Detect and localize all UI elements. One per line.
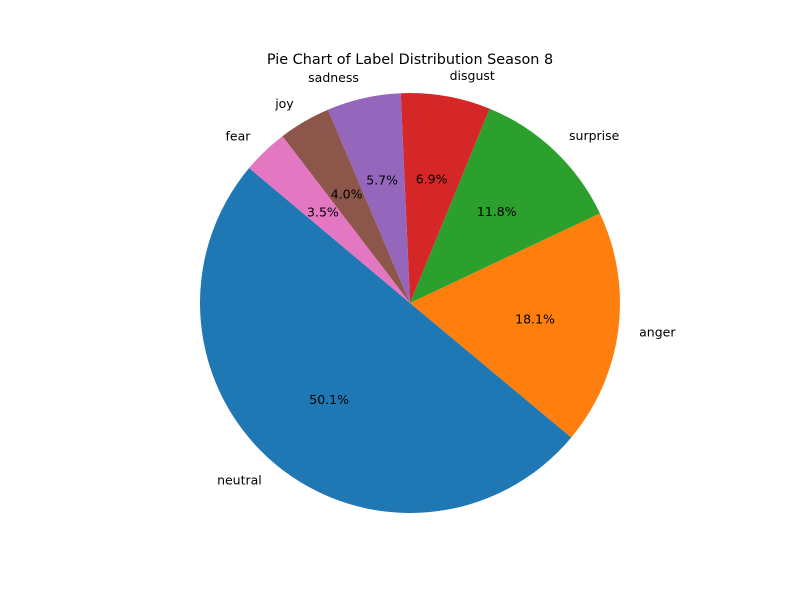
pct-label-anger: 18.1%	[515, 311, 555, 326]
pie-slice-disgust	[400, 93, 490, 303]
slice-label-joy: joy	[274, 96, 294, 111]
pie-slice-anger	[410, 213, 621, 438]
slice-label-sadness: sadness	[308, 70, 359, 85]
pct-label-joy: 4.0%	[331, 187, 363, 202]
pct-label-surprise: 11.8%	[477, 204, 517, 219]
pct-label-sadness: 5.7%	[366, 173, 398, 188]
pie-slices	[199, 93, 621, 514]
chart-title: Pie Chart of Label Distribution Season 8	[267, 52, 553, 68]
pct-label-fear: 3.5%	[307, 204, 339, 219]
pie-slice-fear	[249, 136, 410, 303]
pie-slice-joy	[282, 109, 410, 303]
slice-label-anger: anger	[639, 325, 676, 340]
pct-label-neutral: 50.1%	[309, 392, 349, 407]
slice-label-fear: fear	[225, 129, 251, 144]
pie-slice-neutral	[199, 168, 572, 514]
pie-slice-sadness	[327, 93, 410, 304]
slice-label-neutral: neutral	[217, 473, 262, 488]
slice-label-disgust: disgust	[450, 68, 495, 83]
pie-slice-surprise	[410, 108, 600, 303]
slice-label-surprise: surprise	[569, 128, 620, 143]
pie-labels: neutral 50.1% anger 18.1% surprise 11.8% disgu…	[217, 68, 676, 488]
pct-label-disgust: 6.9%	[416, 171, 448, 186]
